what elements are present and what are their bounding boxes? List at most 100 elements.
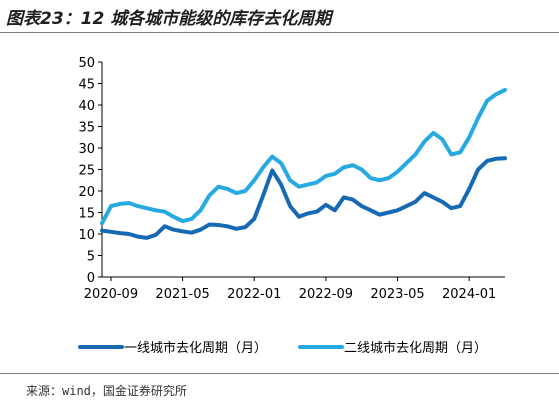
series-2-point [422,140,426,144]
series-1-point [288,204,292,208]
series-2-point [476,116,480,120]
series-2-point [360,167,364,172]
y-tick-label: 15 [78,207,95,222]
x-tick-label: 2022-01 [227,287,281,302]
series-1-point [387,210,391,215]
series-1-point [369,208,373,212]
series-2-point [181,219,185,223]
series-1-point [207,222,212,227]
series-1-point [243,225,247,229]
series-1-point [315,210,319,214]
series-1-point [342,195,346,199]
series-1-point [333,208,337,212]
series-2-point [136,204,140,208]
series-1-point [467,187,471,191]
legend: 一线城市去化周期（月） 二线城市去化周期（月） [78,340,487,356]
source-divider [0,373,559,374]
series-2-point [485,99,489,103]
series-2-point [378,178,382,182]
series-2-point [494,92,498,96]
series-1-point [279,183,283,187]
series-1-point [109,230,113,234]
series-2-point [145,206,149,210]
series-2-point [172,215,176,219]
legend-label-1: 一线城市去化周期（月） [124,340,267,356]
series-2-point [252,178,256,182]
x-tick-label: 2020-09 [84,287,138,302]
series-1-point [458,204,462,208]
series-1-point [422,191,426,195]
series-1-point [431,195,435,199]
x-axis-ticks: 2020-09 2021-05 2022-01 2022-09 2023-05 2024-… [84,277,496,302]
series-1-point [225,224,229,228]
y-tick-label: 40 [78,99,95,114]
series-1-point [145,236,149,240]
series-1-point [270,168,274,172]
series-2-point [270,155,274,159]
series-1-point [172,228,176,232]
series-2-point [190,217,194,221]
series-1-point [154,233,158,237]
series-2-point [154,208,158,212]
y-tick-label: 5 [87,250,95,265]
series-1-point [449,206,453,210]
series-1-point [198,228,203,232]
series-line-2 [100,87,507,226]
series-1-point [395,208,400,212]
series-2-point [109,204,113,208]
series-1-point [216,223,220,227]
series-2-point [431,131,435,135]
series-2-point [127,201,131,205]
y-tick-label: 45 [78,78,95,93]
series-2-point [297,185,301,189]
x-tick-label: 2022-09 [299,287,353,302]
series-1-point [306,211,310,215]
series-2-point [198,208,203,212]
y-tick-label: 0 [87,271,95,286]
series-2-point [467,135,471,139]
y-tick-label: 20 [78,185,95,200]
series-1-point [351,198,355,202]
series-2-point [351,163,355,167]
series-2-point [387,176,391,180]
y-axis-ticks: 0 5 10 15 20 25 30 35 40 45 50 [78,56,102,286]
series-2-point [395,170,400,174]
series-2-point [225,187,229,191]
series-1-point [476,167,480,172]
series-1-point [252,217,256,221]
series-1-point [163,224,167,228]
series-line-1 [100,156,507,240]
y-tick-label: 25 [78,164,95,179]
line-chart: 0 5 10 15 20 25 30 35 40 45 50 2020-09 2021-05 2022-… [78,56,507,356]
x-tick-label: 2021-05 [155,287,209,302]
series-2-point [503,88,507,92]
series-2-point [315,180,319,184]
series-2-point [404,161,409,165]
series-1-point [234,227,238,231]
series-2-point [234,191,238,195]
series-2-point [449,152,453,157]
chart-title: 图表23：12 城各城市能级的库存去化周期 [6,9,332,29]
series-1-point [503,156,507,160]
series-2-point [288,178,292,182]
series-1-point [181,229,185,233]
series-2-point [100,221,104,225]
series-2-point [369,176,373,180]
series-2-point [261,165,265,169]
series-1-point [485,159,489,163]
title-divider [0,32,559,33]
series-2-point [163,210,167,214]
series-1-point [404,204,409,208]
series-2-point [458,150,462,154]
series-1-point [118,231,122,235]
series-1-point [440,200,444,204]
chart-axes [101,62,505,278]
series-1-point [190,231,194,235]
series-1-point [413,200,417,204]
series-1-point [127,232,131,236]
series-1-point [324,203,328,207]
source-note: 来源：wind，国金证券研究所 [26,384,187,398]
series-lines [100,87,507,240]
x-tick-label: 2023-05 [370,287,424,302]
y-tick-label: 10 [78,228,95,243]
